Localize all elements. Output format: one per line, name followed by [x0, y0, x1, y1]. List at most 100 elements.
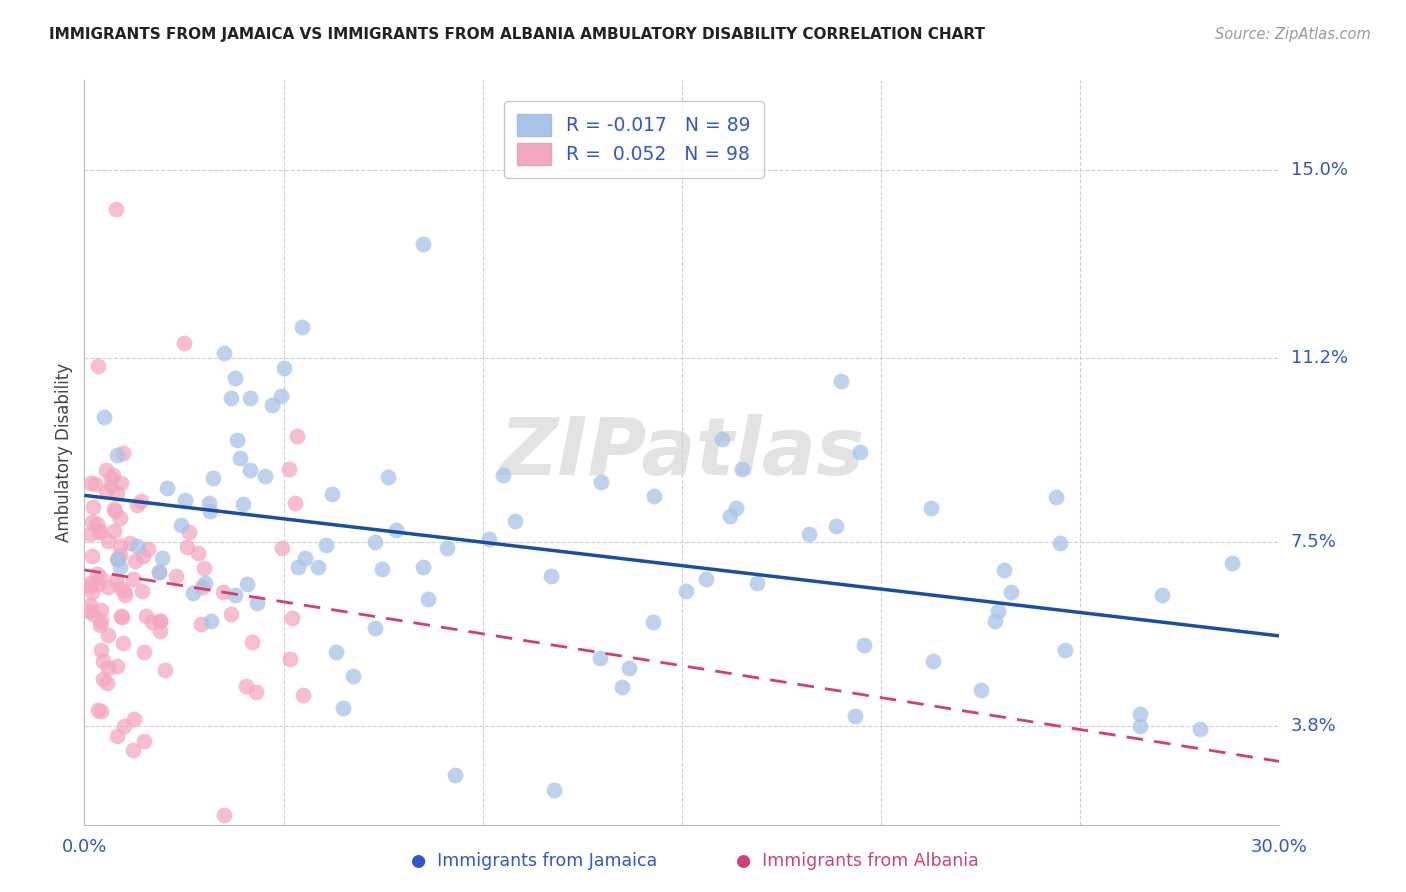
Point	[79, 576, 101, 591]
Point	[86, 577, 108, 591]
Point	[105, 552, 128, 566]
Point	[239, 463, 262, 477]
Point	[150, 550, 173, 565]
Text: 7.5%: 7.5%	[1291, 533, 1337, 551]
Point	[170, 517, 193, 532]
Point	[1129, 706, 1152, 721]
Point	[149, 614, 172, 628]
Point	[165, 569, 187, 583]
Point	[149, 624, 172, 638]
Point	[273, 361, 295, 376]
Point	[492, 468, 515, 483]
Point	[149, 614, 172, 628]
Point	[197, 495, 219, 509]
Point	[436, 541, 458, 555]
Point	[120, 535, 142, 549]
Point	[80, 584, 103, 599]
Point	[122, 742, 145, 756]
Point	[135, 608, 157, 623]
Point	[315, 538, 337, 552]
Point	[100, 471, 122, 485]
Point	[853, 638, 876, 652]
Point	[179, 524, 201, 539]
Point	[141, 615, 163, 629]
Point	[260, 398, 283, 412]
Point	[79, 598, 101, 612]
Point	[107, 730, 129, 744]
Point	[148, 566, 170, 580]
Point	[89, 525, 111, 540]
Point	[290, 319, 312, 334]
Point	[246, 596, 269, 610]
Point	[232, 497, 254, 511]
Point	[253, 469, 276, 483]
Point	[325, 644, 347, 658]
Legend: R = -0.017   N = 89, R =  0.052   N = 98: R = -0.017 N = 89, R = 0.052 N = 98	[505, 101, 763, 178]
Point	[91, 654, 114, 668]
Point	[617, 661, 640, 675]
Point	[412, 560, 434, 574]
Point	[79, 579, 101, 593]
Point	[643, 489, 665, 503]
Point	[675, 584, 697, 599]
Point	[105, 658, 128, 673]
Point	[87, 359, 110, 373]
Point	[418, 591, 440, 606]
Point	[80, 476, 103, 491]
Point	[277, 462, 299, 476]
Point	[110, 581, 132, 595]
Point	[181, 586, 204, 600]
Point	[540, 568, 562, 582]
Point	[226, 433, 249, 447]
Point	[89, 570, 111, 584]
Point	[641, 615, 664, 629]
Point	[110, 608, 132, 623]
Point	[94, 484, 117, 499]
Point	[111, 446, 134, 460]
Point	[132, 733, 156, 747]
Point	[844, 709, 866, 723]
Point	[710, 432, 733, 446]
Point	[110, 475, 132, 490]
Point	[612, 680, 634, 694]
Point	[193, 561, 215, 575]
Point	[307, 559, 329, 574]
Point	[284, 496, 307, 510]
Point	[127, 498, 149, 512]
Point	[364, 534, 387, 549]
Point	[202, 471, 225, 485]
Point	[385, 524, 408, 538]
Point	[922, 654, 945, 668]
Point	[200, 614, 222, 628]
Point	[105, 573, 128, 587]
Point	[86, 517, 108, 532]
Point	[155, 663, 177, 677]
Point	[224, 589, 246, 603]
Point	[114, 588, 136, 602]
Point	[112, 719, 135, 733]
Point	[444, 768, 467, 782]
Point	[82, 516, 104, 530]
Point	[89, 617, 111, 632]
Point	[219, 607, 242, 621]
Point	[122, 572, 145, 586]
Point	[1045, 490, 1067, 504]
Point	[245, 685, 267, 699]
Point	[105, 448, 128, 462]
Point	[129, 494, 152, 508]
Point	[190, 617, 212, 632]
Text: 3.8%: 3.8%	[1291, 717, 1336, 735]
Point	[332, 701, 354, 715]
Point	[1150, 588, 1173, 602]
Point	[747, 576, 769, 591]
Point	[830, 374, 852, 388]
Point	[278, 652, 301, 666]
Point	[90, 603, 112, 617]
Point	[132, 549, 155, 564]
Point	[194, 575, 217, 590]
Point	[111, 635, 134, 649]
Point	[80, 549, 103, 563]
Text: IMMIGRANTS FROM JAMAICA VS IMMIGRANTS FROM ALBANIA AMBULATORY DISABILITY CORRELA: IMMIGRANTS FROM JAMAICA VS IMMIGRANTS FR…	[49, 27, 986, 42]
Point	[173, 336, 195, 351]
Point	[90, 704, 112, 718]
